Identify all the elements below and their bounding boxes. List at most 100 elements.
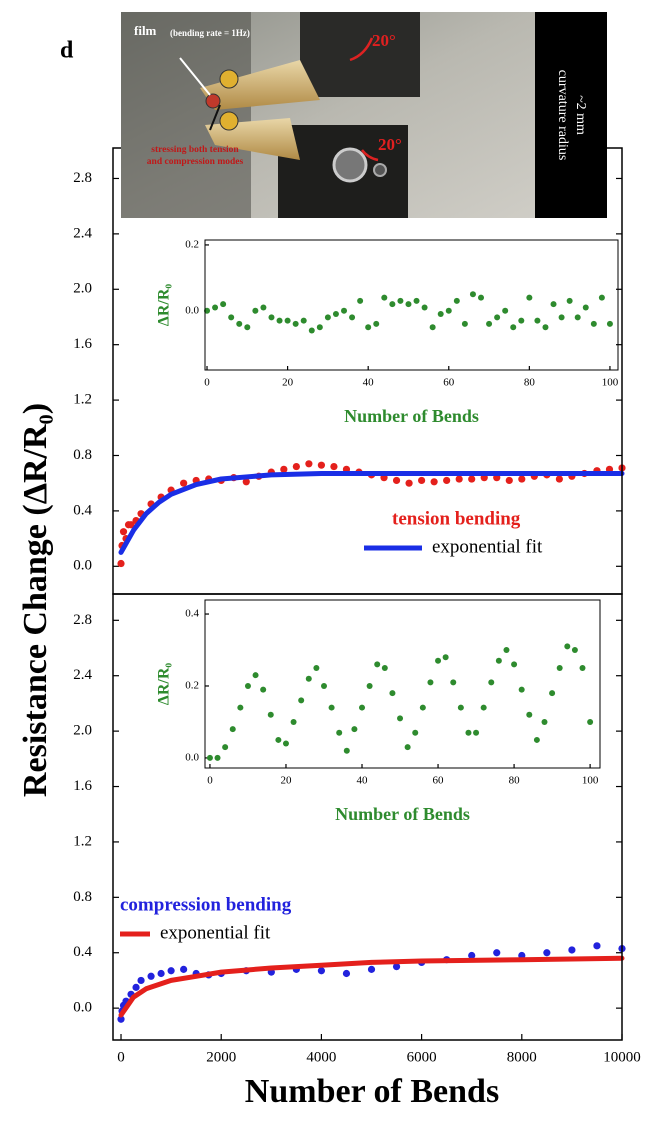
- data-point: [418, 476, 426, 485]
- data-point: [486, 320, 493, 327]
- data-point: [300, 317, 307, 324]
- x-tick-label: 40: [363, 377, 375, 389]
- data-point: [533, 736, 540, 743]
- y-tick-label: 2.4: [73, 667, 92, 683]
- data-point: [445, 307, 452, 314]
- curvature-label: ~2 mm: [573, 95, 588, 135]
- chart: 0.0 0.2 0 20 40 60 80 100 ΔR/R₀ Number of Bends: [156, 238, 619, 426]
- data-point: [305, 460, 313, 468]
- data-point: [343, 747, 350, 754]
- x-tick-label: 40: [357, 775, 369, 787]
- data-point: [397, 297, 404, 304]
- data-point: [419, 704, 426, 711]
- data-point: [468, 475, 476, 483]
- data-point: [461, 320, 468, 327]
- y-tick-label: 1.2: [73, 833, 92, 849]
- inset-frame: [204, 599, 601, 769]
- screw: [373, 163, 387, 177]
- x-tick-label: 100: [602, 377, 619, 389]
- x-tick-label: 0: [207, 775, 213, 787]
- inset-y-label: ΔR/R₀: [156, 284, 173, 327]
- data-point: [510, 324, 517, 331]
- legend-label: exponential fit: [432, 536, 543, 557]
- fit-line: [118, 471, 625, 555]
- data-point: [593, 942, 601, 950]
- y-tick-label: 0.8: [73, 889, 92, 905]
- data-point: [157, 969, 165, 978]
- data-point: [412, 729, 419, 736]
- data-point: [526, 711, 533, 718]
- data-point: [212, 304, 219, 311]
- y-tick-label: 0.0: [73, 1000, 92, 1016]
- data-point: [564, 643, 571, 650]
- data-point: [437, 311, 444, 318]
- data-point: [357, 297, 364, 304]
- data-point: [442, 654, 449, 661]
- data-point: [543, 949, 551, 957]
- angle-label: 20°: [378, 135, 402, 154]
- x-tick-label: 4000: [306, 1049, 336, 1065]
- y-tick-label: 2.8: [73, 170, 92, 186]
- x-tick-label: 8000: [507, 1049, 537, 1065]
- data-point: [328, 704, 335, 711]
- data-point: [244, 324, 251, 331]
- data-point: [518, 317, 525, 324]
- data-point: [373, 320, 380, 327]
- legend-label: compression bending: [120, 894, 292, 915]
- curvature-label: curvature radius: [555, 70, 570, 161]
- data-point: [397, 715, 404, 722]
- data-point: [220, 301, 227, 308]
- data-point: [280, 465, 288, 473]
- data-point: [478, 294, 485, 301]
- data-point: [511, 661, 518, 668]
- film-label: film: [134, 23, 157, 38]
- data-point: [275, 736, 282, 743]
- photo: film (bending rate = 1Hz) 20° 20° stress…: [121, 12, 607, 218]
- data-point: [429, 324, 436, 331]
- angle-label: 20°: [372, 31, 396, 50]
- data-point: [132, 983, 140, 991]
- rate-label: (bending rate = 1Hz): [170, 28, 250, 38]
- charts: 0.0 0.4 0.8 1.2 1.6 2.0 2.4 2.8 tension bending e…: [17, 147, 641, 1110]
- y-tick-label: 2.8: [73, 612, 92, 628]
- data-point: [389, 301, 396, 308]
- data-point: [469, 291, 476, 298]
- arrow: [179, 57, 211, 96]
- data-point: [214, 754, 221, 761]
- data-point: [534, 317, 541, 324]
- chart: 0.0 0.4 0.8 1.2 1.6 2.0 2.4 2.8 tension bending e…: [17, 147, 626, 797]
- y-tick-label: 2.0: [73, 281, 92, 297]
- x-tick-label: 80: [524, 377, 536, 389]
- data-point: [404, 744, 411, 751]
- data-point: [413, 297, 420, 304]
- y-tick-label: 1.6: [73, 336, 92, 352]
- axes-frame: [112, 593, 623, 1041]
- data-point: [606, 320, 613, 327]
- film-dot: [205, 93, 221, 109]
- data-point: [180, 479, 188, 487]
- data-point: [450, 679, 457, 686]
- panel-label: d: [60, 38, 74, 64]
- data-point: [252, 672, 259, 679]
- y-tick-label: 0.4: [73, 502, 92, 518]
- data-point: [332, 311, 339, 318]
- data-point: [556, 664, 563, 671]
- data-point: [427, 679, 434, 686]
- data-point: [468, 951, 476, 960]
- data-point: [558, 314, 565, 321]
- x-tick-label: 60: [433, 775, 445, 787]
- data-point: [292, 462, 300, 471]
- data-point: [341, 307, 348, 314]
- data-point: [455, 475, 463, 483]
- data-point: [204, 307, 211, 314]
- x-tick-label: 0: [204, 377, 210, 389]
- chart: 0.0 0.2 0.4 0 20 40 60 80 100 ΔR/R₀ Number of Bend…: [156, 599, 601, 824]
- data-point: [550, 301, 557, 308]
- data-point: [542, 324, 549, 331]
- data-point: [367, 965, 376, 973]
- roller: [219, 111, 239, 131]
- data-point: [473, 729, 480, 736]
- arrow: [209, 104, 221, 131]
